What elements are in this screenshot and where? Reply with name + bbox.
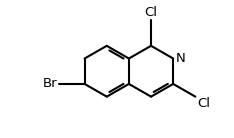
Text: Cl: Cl	[197, 97, 210, 110]
Text: Br: Br	[43, 77, 58, 90]
Text: N: N	[176, 52, 185, 65]
Text: Cl: Cl	[145, 6, 157, 19]
